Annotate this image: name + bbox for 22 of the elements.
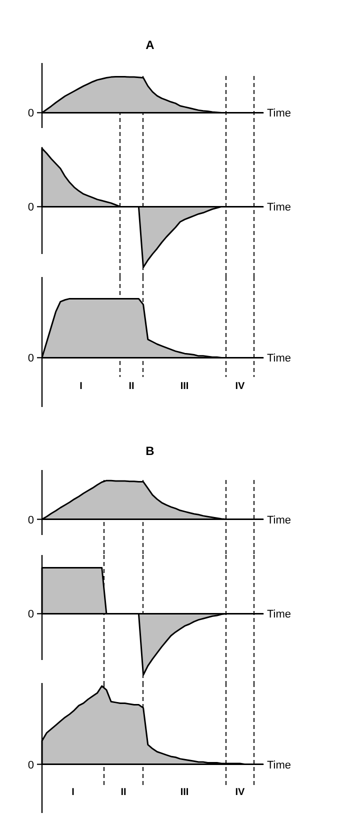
text: III (180, 381, 189, 392)
chart-title: A (146, 38, 155, 52)
text: 0 (28, 608, 34, 621)
text: I (72, 787, 75, 798)
text: 0 (28, 759, 34, 772)
text: IV (235, 787, 246, 798)
x-axis-title: Time (267, 352, 292, 365)
text: I (80, 381, 83, 392)
text: II (128, 381, 134, 392)
x-axis-title: Time (267, 759, 292, 772)
x-axis-title: Time (267, 108, 292, 120)
text: 0 (28, 202, 34, 214)
text: III (180, 787, 189, 798)
x-axis-title: Time (267, 608, 292, 621)
text: II (120, 787, 126, 798)
text: 0 (28, 514, 34, 526)
chart-title: B (146, 444, 155, 458)
x-axis-title: Time (267, 514, 292, 526)
text: 0 (28, 352, 34, 365)
x-axis-title: Time (267, 202, 292, 214)
text: 0 (28, 108, 34, 120)
text: IV (235, 381, 246, 392)
